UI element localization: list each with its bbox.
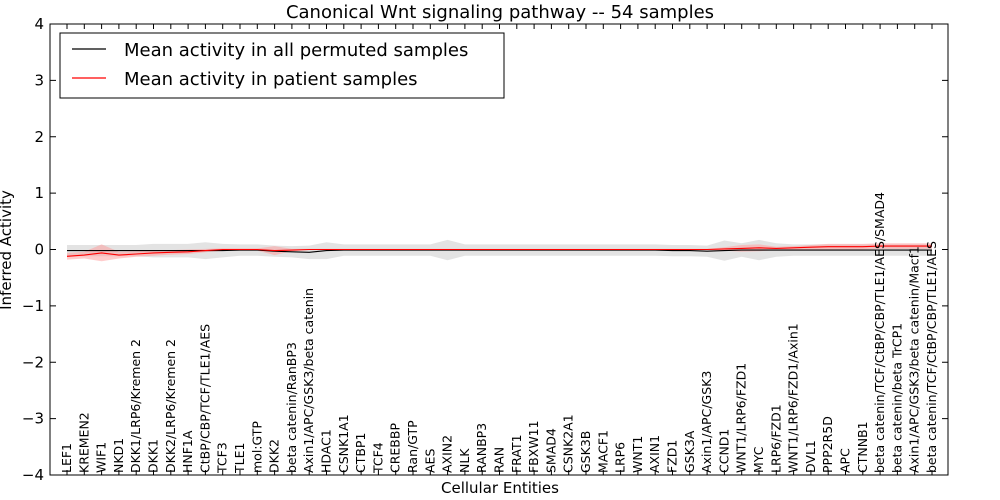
x-tick-label: WNT1 [630,436,645,473]
x-tick-label: NKD1 [111,438,126,473]
x-tick-label: Axin1/APC/GSK3/beta catenin/Macf1 [907,246,922,473]
x-tick-label: AXIN2 [440,435,455,473]
x-tick-label: beta catenin/TCF/CtBP/CBP/TLE1/AES [924,241,939,473]
x-tick-label: CSNK1A1 [336,414,351,473]
x-tick-label: CtBP/CBP/TCF/TLE1/AES [197,324,212,473]
y-tick-label: 3 [34,71,44,89]
x-tick-label: SMAD4 [543,428,558,473]
x-tick-label: DKK1/LRP6/Kremen 2 [128,339,143,473]
x-tick-label: Axin1/APC/GSK3 [699,371,714,473]
x-tick-label: CTBP1 [353,433,368,473]
series-band-1 [67,243,932,262]
x-tick-label: HDAC1 [319,429,334,473]
x-tick-label: CTNNB1 [855,421,870,473]
y-tick-label: 4 [34,15,44,33]
x-tick-label: Ran/GTP [405,420,420,473]
chart-title: Canonical Wnt signaling pathway -- 54 sa… [286,2,714,23]
x-tick-label: DVL1 [803,440,818,473]
x-tick-label: FRAT1 [509,434,524,473]
x-tick-label: GSK3A [682,430,697,473]
x-tick-label: LRP6/FZD1 [768,404,783,473]
legend: Mean activity in all permuted samples Me… [59,32,505,99]
x-tick-label: RANBP3 [474,423,489,473]
y-tick-label: 2 [34,128,44,146]
x-tick-label: TLE1 [232,443,247,474]
y-tick-label: 1 [34,184,44,202]
series-line-1 [66,245,932,257]
x-tick-label: MYC [751,446,766,473]
x-tick-label: beta catenin/RanBP3 [284,342,299,473]
x-tick-label: KREMEN2 [76,412,91,473]
x-tick-label: AXIN1 [647,435,662,473]
y-tick-label: 0 [34,241,44,259]
x-tick-label: WNT1/LRP6/FZD1 [734,363,749,473]
y-tick-label: −2 [22,353,44,371]
x-tick-label: TCF3 [215,442,230,474]
x-tick-label: LRP6 [613,442,628,473]
y-tick-label: −4 [22,466,44,484]
x-tick-label: MACF1 [595,430,610,473]
x-tick-label: beta catenin/beta TrCP1 [889,323,904,473]
x-tick-label: WNT1/LRP6/FZD1/Axin1 [786,323,801,473]
legend-label-patient: Mean activity in patient samples [124,69,418,90]
x-tick-label: CSNK2A1 [561,414,576,473]
legend-label-permuted: Mean activity in all permuted samples [124,40,468,61]
x-tick-label: CREBBP [388,423,403,473]
x-tick-label: FZD1 [665,440,680,473]
x-tick-label: FBXW11 [526,420,541,473]
x-tick-label: RAN [492,447,507,473]
x-tick-label: HNF1A [180,430,195,473]
legend-box [59,32,505,99]
y-axis-label: Inferred Activity [0,190,15,310]
x-tick-label: DKK1 [146,439,161,473]
x-tick-label: APC [838,448,853,473]
x-tick-label: Axin1/APC/GSK3/beta catenin [301,288,316,473]
y-tick-label: −3 [22,410,44,428]
x-tick-label: beta catenin/TCF/CtBP/CBP/TLE1/AES/SMAD4 [872,192,887,473]
x-tick-label: GSK3B [578,431,593,473]
x-tick-label: AES [422,449,437,473]
x-tick-label: LEF1 [59,443,74,473]
x-tick-label: TCF4 [370,442,385,474]
x-tick-label: mol:GTP [249,421,264,473]
x-tick-label: DKK2 [267,439,282,473]
x-tick-label: DKK2/LRP6/Kremen 2 [163,339,178,473]
plot-area: 4 3 2 1 0 −1 −2 −3 −4 LEF1 KREMEN2 WIF1 NKD1 DKK1/LRP… [22,15,949,484]
x-axis-label: Cellular Entities [441,479,559,497]
y-tick-label: −1 [22,297,44,315]
x-tick-label: WIF1 [94,442,109,473]
x-tick-label: NLK [457,448,472,473]
x-tick-label: CCND1 [716,429,731,473]
x-tick-label: PPP2R5D [820,416,835,473]
